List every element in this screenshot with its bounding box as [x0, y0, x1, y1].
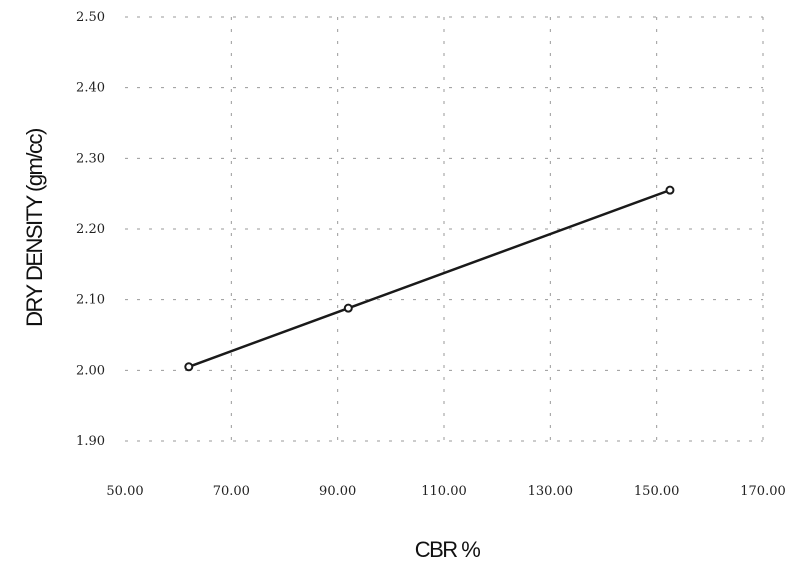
y-tick-label: 2.10 [76, 293, 105, 308]
data-point [665, 185, 675, 195]
y-axis-ticks: 1.90 2.00 2.10 2.20 2.30 2.40 2.50 [76, 10, 105, 449]
x-tick-label: 50.00 [106, 484, 143, 499]
data-point [184, 362, 194, 372]
gridlines [125, 16, 764, 442]
x-axis-label: CBR % [415, 537, 481, 562]
y-axis-label: DRY DENSITY (gm/cc) [22, 129, 47, 327]
series-line [188, 188, 671, 368]
y-tick-label: 2.30 [76, 151, 105, 166]
series-group [184, 185, 675, 372]
x-axis-ticks: 50.00 70.00 90.00 110.00 130.00 150.00 170.00 [106, 484, 785, 499]
x-tick-label: 150.00 [634, 484, 680, 499]
x-tick-label: 90.00 [319, 484, 356, 499]
x-tick-label: 170.00 [740, 484, 786, 499]
y-tick-label: 2.40 [76, 81, 105, 96]
x-tick-label: 110.00 [421, 484, 467, 499]
y-tick-label: 2.20 [76, 222, 105, 237]
y-tick-label: 2.00 [76, 363, 105, 378]
y-tick-label: 2.50 [76, 10, 105, 25]
x-tick-label: 70.00 [213, 484, 250, 499]
y-tick-label: 1.90 [76, 434, 105, 449]
data-point [343, 303, 353, 313]
x-tick-label: 130.00 [528, 484, 574, 499]
